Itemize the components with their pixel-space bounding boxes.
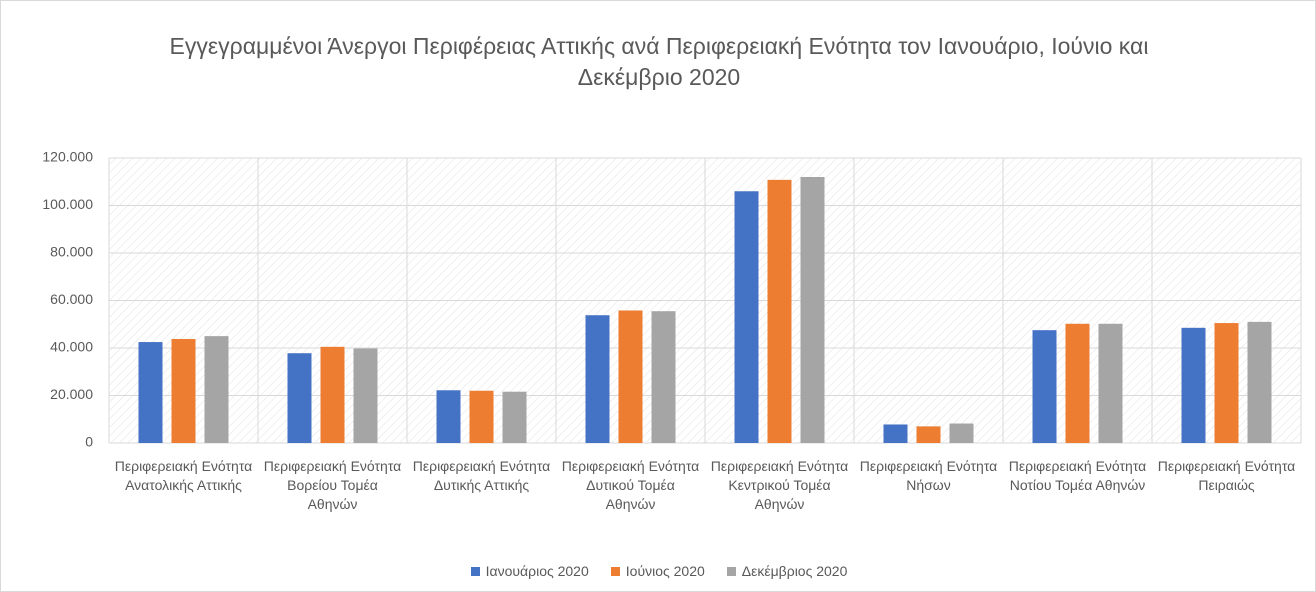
x-tick-label: Περιφερειακή Ενότητα Ανατολικής Αττικής	[114, 458, 253, 493]
bar	[1214, 323, 1239, 443]
bar	[1065, 323, 1090, 443]
bar	[618, 310, 643, 443]
bar	[1098, 323, 1123, 443]
x-tick-label: Περιφερειακή Ενότητα Πειραιώς	[1157, 458, 1296, 493]
bar	[320, 346, 345, 443]
legend-label: Ιανουάριος 2020	[485, 563, 589, 579]
bar	[469, 390, 494, 443]
x-tick-label: Περιφερειακή Ενότητα Νοτίου Τομέα Αθηνών	[1008, 458, 1147, 493]
bar	[138, 342, 163, 443]
bar	[800, 177, 825, 443]
legend-swatch	[470, 566, 480, 576]
chart-title: Εγγεγραμμένοι Άνεργοι Περιφέρειας Αττική…	[169, 33, 1149, 90]
y-tick-label: 40.000	[50, 339, 93, 355]
bar	[1247, 321, 1272, 443]
legend-item: Δεκέμβριος 2020	[726, 563, 848, 579]
bar	[949, 423, 974, 443]
y-tick-label: 100.000	[42, 196, 93, 212]
bar	[883, 424, 908, 443]
bar	[651, 311, 676, 443]
x-tick-label: Περιφερειακή Ενότητα Δυτικής Αττικής	[412, 458, 551, 493]
y-tick-label: 80.000	[50, 244, 93, 260]
bar	[502, 391, 527, 443]
bar	[1181, 327, 1206, 443]
bar	[1032, 330, 1057, 443]
x-tick-label: Περιφερειακή Ενότητα Κεντρικού Τομέα Αθη…	[710, 458, 849, 512]
y-tick-label: 0	[85, 434, 93, 450]
bar	[353, 348, 378, 443]
bar	[287, 353, 312, 443]
bar	[171, 338, 196, 443]
legend-label: Ιούνιος 2020	[625, 563, 705, 579]
legend-item: Ιανουάριος 2020	[470, 563, 589, 579]
y-tick-label: 20.000	[50, 386, 93, 402]
x-tick-label: Περιφερειακή Ενότητα Δυτικού Τομέα Αθηνώ…	[561, 458, 700, 512]
legend-label: Δεκέμβριος 2020	[741, 563, 848, 579]
bar	[204, 336, 229, 443]
legend-swatch	[726, 566, 736, 576]
bar	[767, 179, 792, 443]
x-tick-label: Περιφερειακή Ενότητα Νήσων	[859, 458, 998, 493]
bar	[436, 390, 461, 443]
y-tick-label: 60.000	[50, 291, 93, 307]
legend-swatch	[610, 566, 620, 576]
bar	[585, 315, 610, 443]
y-tick-label: 120.000	[42, 149, 93, 165]
bar	[916, 426, 941, 443]
x-tick-label: Περιφερειακή Ενότητα Βορείου Τομέα Αθηνώ…	[263, 458, 402, 512]
bar	[734, 191, 759, 443]
legend: Ιανουάριος 2020 Ιούνιος 2020 Δεκέμβριος 20…	[1, 563, 1315, 579]
legend-item: Ιούνιος 2020	[610, 563, 705, 579]
